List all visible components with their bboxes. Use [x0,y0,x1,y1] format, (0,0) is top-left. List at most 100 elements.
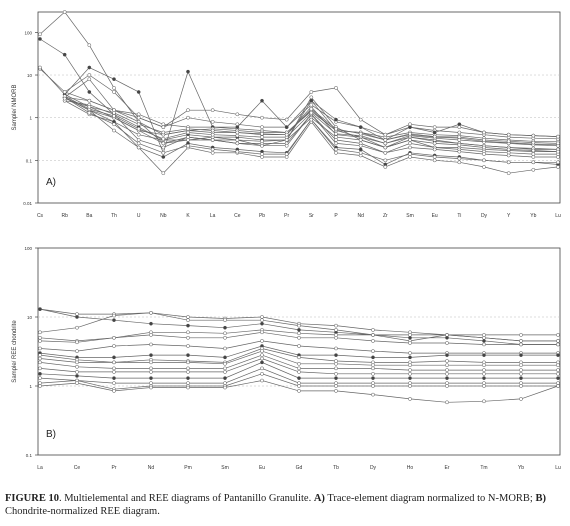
data-point [371,339,375,343]
x-tick-label: Sm [406,213,414,219]
data-point [358,143,363,148]
data-point [235,149,240,154]
data-point [38,384,42,388]
data-point [482,363,486,368]
data-point [284,143,289,148]
data-point [186,315,190,319]
x-tick-label: Zr [383,213,388,219]
y-axis-label: Sample/ REE chondrite [12,320,18,383]
data-point [112,344,116,348]
series [38,339,560,355]
data-point [309,110,314,115]
x-tick-label: Ce [234,213,241,219]
data-point [186,130,190,135]
data-point [87,98,92,103]
data-point [371,349,375,353]
data-point [260,371,264,376]
x-tick-label: Y [507,213,511,219]
data-point [371,384,375,388]
data-point [149,370,153,374]
data-point [482,368,486,372]
data-point [334,346,338,351]
data-point [482,158,486,163]
data-point [149,353,153,357]
data-point [297,389,301,393]
data-point [186,360,190,365]
x-tick-label: Sr [309,213,314,219]
data-point [334,131,338,136]
data-point [284,125,289,129]
data-point [235,133,240,138]
data-point [223,361,227,366]
plot-frame [37,247,561,456]
data-point [556,155,560,159]
data-point [556,149,560,154]
data-point [519,397,523,401]
data-point [260,125,264,129]
data-point [161,130,166,135]
data-point [371,371,375,376]
data-point [334,147,338,152]
data-point [186,126,190,131]
data-point [556,376,560,380]
x-tick-label: Cs [37,213,44,219]
data-point [260,315,264,319]
data-point [334,384,338,388]
data-point [149,342,153,347]
data-point [260,378,264,383]
data-point [223,331,227,336]
series [38,356,560,376]
data-point [260,353,264,357]
data-point [75,370,79,374]
data-point [38,360,42,365]
data-point [309,90,314,94]
data-point [260,131,264,136]
data-point [445,363,449,368]
data-point [383,158,388,163]
data-point [38,330,42,335]
series [38,346,560,365]
x-tick-label: Nd [357,213,364,219]
data-point [334,389,338,393]
data-point [482,371,486,376]
data-point [482,138,486,142]
x-tick-label: La [210,213,216,219]
data-point [161,171,166,176]
data-point [556,339,560,343]
data-point [506,139,511,144]
series [38,328,560,343]
data-point [432,147,437,152]
trace-element-chart: 0.01 0.1 1 10 100 Cs Rb Ba Th U Nb K La Ce Pb Pr Sr P Nd Zr… [12,10,561,219]
data-point [186,385,190,390]
y-tick-label: 0.1 [26,453,33,458]
data-point [297,344,301,348]
data-point [149,321,153,326]
data-point [136,138,141,142]
data-point [445,400,449,405]
data-point [334,361,338,366]
data-point [309,107,314,111]
data-point [297,355,301,360]
data-point [556,363,560,368]
data-point [112,335,116,340]
data-point [38,376,42,380]
data-point [482,333,486,337]
data-point [482,399,486,404]
data-point [112,370,116,374]
data-point [531,160,536,165]
data-point [556,141,560,146]
data-point [260,321,264,326]
data-point [383,150,388,155]
data-point [334,86,338,90]
data-point [186,115,190,120]
data-point [186,143,190,148]
series [62,95,560,165]
data-point [408,371,412,376]
data-point [210,147,215,152]
series [38,371,560,392]
data-point [432,155,437,159]
y-axis-label: Sample/ NMORB [12,84,18,130]
data-point [519,371,523,376]
data-point [358,117,363,122]
data-point [223,366,227,371]
